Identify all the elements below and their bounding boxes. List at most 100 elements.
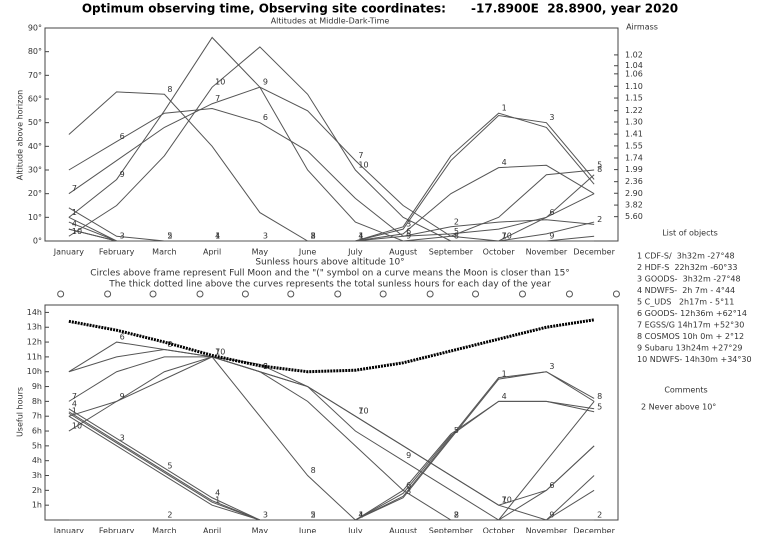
curve-label: 6 [406, 481, 411, 490]
x-tick-label: December [573, 527, 615, 533]
x-tick-label: July [347, 527, 363, 533]
y-tick-label: 30° [28, 166, 42, 175]
note: Circles above frame represent Full Moon … [90, 269, 570, 279]
curve-label: 9 [406, 232, 411, 241]
curve-label: 5 [597, 402, 602, 411]
x-tick-label: January [53, 248, 85, 257]
full-moon [196, 290, 204, 298]
curve-label: 6 [120, 333, 125, 342]
x-tick-label: October [483, 248, 516, 257]
curve-label: 7 [72, 184, 77, 193]
full-moon [565, 290, 573, 298]
x-tick-label: October [483, 527, 516, 533]
curve-label: 7 [358, 151, 363, 160]
curve-label: 2 [311, 232, 316, 241]
curve-label: 4 [358, 511, 363, 520]
plot-frame [44, 304, 619, 521]
series-line [68, 107, 595, 237]
series-line [68, 86, 595, 242]
y-tick-label: 1h [32, 501, 42, 510]
curve-label: 7 [502, 496, 507, 505]
full-moon [472, 290, 480, 298]
legend-entry: 4 NDWFS- 2h 7m - 4°44 [637, 286, 735, 295]
y-tick-label: 0° [33, 237, 42, 246]
x-tick-label: May [252, 248, 269, 257]
y-tick-label: 40° [28, 142, 42, 151]
y2-tick-label: 1.74 [625, 153, 643, 162]
y-tick-label: 5h [32, 441, 42, 450]
curve-label: 9 [549, 511, 554, 520]
y-tick-label: 13h [27, 323, 42, 332]
y-tick-label: 3h [32, 471, 42, 480]
curve-label: 8 [167, 85, 172, 94]
curve-label: 9 [406, 451, 411, 460]
series-line [68, 46, 595, 242]
curve-label: 2 [167, 511, 172, 520]
curve-label: 9 [263, 78, 268, 87]
curve-label: 4 [72, 220, 77, 229]
curve-label: 3 [549, 362, 554, 371]
curve-label: 10 [358, 407, 368, 416]
x-tick-label: September [429, 527, 474, 533]
y-tick-label: 60° [28, 95, 42, 104]
curve-label: 7 [72, 392, 77, 401]
series-line [68, 400, 595, 521]
x-tick-label: November [526, 527, 568, 533]
curve-label: 4 [502, 392, 507, 401]
y2-tick-label: 1.04 [625, 61, 643, 70]
x-tick-label: February [99, 248, 135, 257]
legend-entry: 8 COSMOS 10h 0m + 2°12 [637, 332, 744, 341]
series-line [68, 219, 595, 242]
curve-label: 9 [120, 392, 125, 401]
series-line [68, 356, 595, 521]
y2-tick-label: 2.36 [625, 177, 643, 186]
curve-label: 9 [120, 170, 125, 179]
legend-entry: 10 NDWFS- 14h30m +34°30 [637, 355, 752, 364]
y2-tick-label: 1.55 [625, 141, 643, 150]
legend-entry: 2 HDF-S 22h32m -60°33 [637, 263, 737, 272]
curve-label: 5 [311, 511, 316, 520]
curve-label: 8 [311, 466, 316, 475]
legend-entry: 1 CDF-S/ 3h32m -27°48 [637, 252, 735, 261]
comments-title: Comments [664, 386, 707, 395]
curve-label: 4 [502, 158, 507, 167]
x-tick-label: June [298, 248, 317, 257]
curve-label: 1 [72, 407, 77, 416]
curve-label: 3 [406, 487, 411, 496]
curve-label: 7 [215, 94, 220, 103]
legend-entry: 6 GOODS- 12h36m +62°14 [637, 309, 747, 318]
y2-tick-label: 1.99 [625, 165, 643, 174]
curve-label: 9 [549, 232, 554, 241]
curve-label: 3 [120, 433, 125, 442]
curve-label: 10 [215, 78, 225, 87]
full-moon [149, 290, 157, 298]
curve-label: 1 [502, 370, 507, 379]
curve-label: 2 [311, 511, 316, 520]
comment: 2 Never above 10° [641, 403, 716, 412]
y2-tick-label: 1.22 [625, 106, 643, 115]
y2-tick-label: 1.10 [625, 82, 643, 91]
curve-label: 4 [72, 399, 77, 408]
curve-label: 2 [454, 217, 459, 226]
legend-title: List of objects [662, 229, 718, 238]
curve-label: 7 [502, 232, 507, 241]
y2-tick-label: 1.15 [625, 94, 643, 103]
x-tick-label: April [203, 527, 221, 533]
y-tick-label: 70° [28, 71, 42, 80]
curve-label: 1 [215, 232, 220, 241]
y-tick-label: 8h [32, 397, 42, 406]
curve-label: 2 [167, 232, 172, 241]
x-tick-label: March [152, 527, 176, 533]
curve-label: 10 [215, 347, 225, 356]
x-tick-label: September [429, 248, 474, 257]
curve-label: 5 [167, 462, 172, 471]
full-moon [612, 290, 620, 298]
series-line [68, 91, 595, 242]
x-tick-label: January [53, 527, 85, 533]
y2-axis-label: Airmass [626, 23, 658, 32]
y2-tick-label: 1.02 [625, 50, 643, 59]
curve-label: 7 [358, 407, 363, 416]
curve-label: 3 [406, 220, 411, 229]
curve-label: 5 [167, 232, 172, 241]
sunless-line [68, 318, 595, 374]
